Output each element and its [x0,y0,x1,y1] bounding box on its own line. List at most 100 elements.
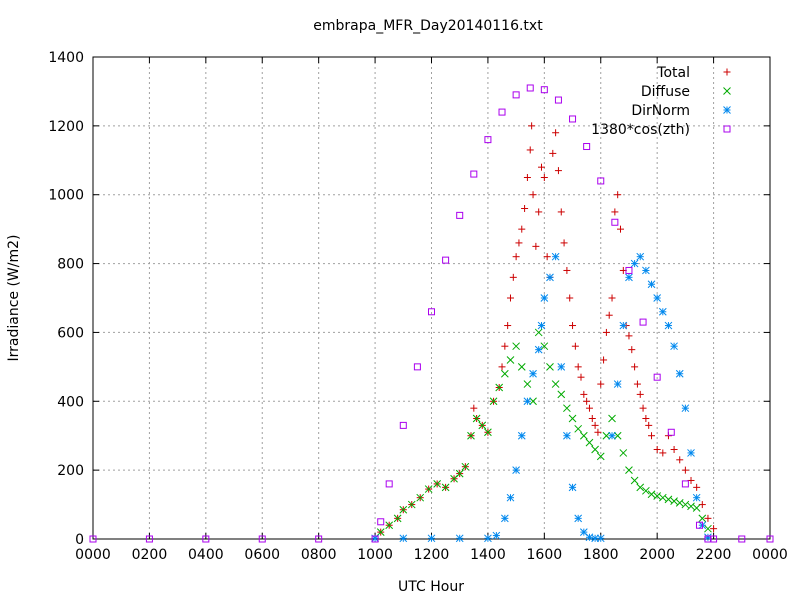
data-point [371,535,379,543]
data-point [540,294,549,302]
data-point [625,332,633,340]
legend-label: DirNorm [631,103,690,119]
data-point [515,239,523,247]
data-point [630,476,639,485]
legend-marker [723,87,731,95]
data-point [484,534,492,543]
data-point [625,466,633,474]
data-point [399,421,407,429]
data-point [535,208,543,216]
data-point [563,266,571,274]
data-point [534,328,543,337]
data-point [647,490,656,499]
data-point [540,86,548,94]
data-point [529,369,537,378]
data-point [484,428,492,437]
data-point [549,149,557,157]
data-point [557,363,566,371]
data-point [664,321,673,330]
x-tick-label: 0000 [752,547,788,563]
data-point [538,163,546,171]
data-point [500,514,509,523]
data-point [551,380,560,388]
tick-labels: 0000 0200 0400 0600 0800 1000 1200 1400 1600 1800… [48,50,787,563]
data-point [704,514,712,522]
x-tick-label: 1000 [357,547,393,563]
data-point [512,342,520,351]
data-point [461,462,470,471]
data-point [509,273,517,281]
data-point [698,514,707,523]
data-point [478,421,487,430]
data-point [472,414,481,423]
data-point [608,431,616,440]
data-point [596,452,605,461]
y-tick-label: 200 [57,463,84,479]
data-point [670,497,678,505]
data-point [385,480,393,488]
y-tick-label: 600 [57,325,84,341]
data-point [569,115,577,123]
legend-label: 1380*cos(zth) [591,122,690,138]
x-tick-label: 1800 [583,547,619,563]
data-point [428,308,435,316]
data-point [675,498,684,507]
data-point [546,273,554,282]
data-point [664,495,673,504]
data-point [630,259,639,268]
data-point [413,363,421,371]
data-point [591,445,599,454]
data-point [377,518,385,526]
data-point [470,170,478,178]
data-point [681,500,690,509]
data-point [315,535,323,543]
data-point [653,373,661,381]
data-point [611,218,619,226]
x-tick-label: 2000 [639,547,675,563]
data-point [633,380,641,388]
data-point [580,390,588,398]
data-point [574,424,583,433]
data-point [613,431,622,440]
legend-label: Total [656,65,690,81]
data-point [625,266,633,274]
data-point [585,438,594,447]
data-point [523,380,532,388]
data-point [492,531,501,540]
data-point [670,445,678,453]
data-point [385,521,394,530]
data-point [574,363,582,371]
data-point [614,191,622,199]
data-point [577,373,585,381]
data-point [648,432,656,440]
data-point [498,108,506,116]
data-point [695,521,703,529]
data-point [495,383,504,392]
data-point [489,397,498,406]
data-point [89,535,97,543]
x-tick-label: 1200 [414,547,450,563]
legend-marker [723,125,731,133]
data-point [585,404,593,412]
legend-marker [723,106,731,114]
data-point [692,493,701,502]
data-point [658,493,667,502]
data-point [529,191,537,199]
data-point [456,211,464,219]
y-tick-label: 1400 [48,50,84,66]
data-point [484,136,492,144]
data-point [569,322,577,330]
data-point [563,404,571,413]
y-tick-label: 1200 [48,119,84,135]
data-point [642,415,650,422]
data-point [704,524,712,533]
data-point [467,431,475,440]
x-axis-title: UTC Hour [398,579,464,595]
data-point [600,356,608,364]
data-point [528,122,536,130]
data-point [692,504,701,512]
data-point [687,449,695,457]
x-tick-label: 1600 [527,547,563,563]
data-point [546,363,554,371]
data-point [583,397,591,405]
